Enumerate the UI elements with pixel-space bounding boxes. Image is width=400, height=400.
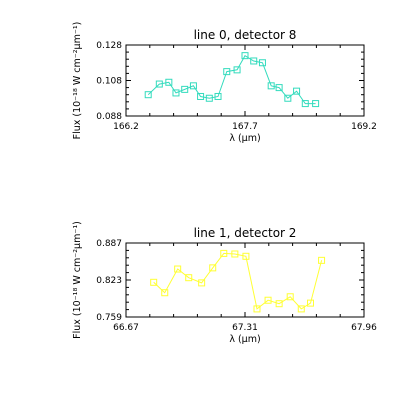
data-point-marker: [258, 59, 266, 67]
data-point-marker: [275, 84, 283, 92]
x-axis-label: λ (μm): [229, 334, 260, 345]
chart-line1-detector2: line 1, detector 2 66.67 67.31 67.96 0.759 0.…: [72, 221, 377, 345]
y-axis-label: Flux (10⁻¹⁸ W cm⁻²μm⁻¹): [72, 22, 83, 140]
chart-title: line 0, detector 8: [194, 28, 297, 42]
y-axis-label: Flux (10⁻¹⁸ W cm⁻²μm⁻¹): [72, 221, 83, 339]
series-line: [153, 252, 323, 310]
data-point-marker: [150, 278, 158, 286]
data-point-marker: [233, 66, 241, 74]
data-point-marker: [312, 100, 320, 108]
x-tick-label: 166.2: [113, 122, 139, 132]
data-point-marker: [241, 52, 249, 60]
data-point-marker: [205, 94, 213, 102]
data-point-marker: [181, 85, 189, 93]
data-point-marker: [284, 94, 292, 102]
data-point-marker: [306, 299, 314, 307]
y-tick-label: 0.887: [96, 239, 122, 249]
x-axis-label: λ (μm): [229, 133, 260, 144]
data-point-marker: [297, 305, 305, 313]
y-tick-label: 0.759: [96, 313, 122, 323]
y-tick-label: 0.128: [96, 41, 122, 51]
data-point-marker: [172, 89, 180, 97]
data-point-marker: [275, 300, 283, 308]
plot-frame: [125, 242, 365, 318]
x-tick-label: 169.2: [351, 122, 377, 132]
y-tick-label: 0.823: [96, 276, 122, 286]
chart-title: line 1, detector 2: [194, 226, 297, 240]
data-point-marker: [301, 100, 309, 108]
data-point-marker: [209, 264, 217, 272]
y-tick-label: 0.108: [96, 77, 122, 87]
data-point-marker: [161, 289, 169, 297]
data-point-marker: [242, 252, 250, 260]
x-tick-label: 66.67: [113, 323, 139, 333]
data-point-marker: [231, 250, 239, 258]
data-point-marker: [197, 92, 205, 100]
data-point-marker: [220, 249, 228, 257]
data-point-marker: [185, 274, 193, 282]
data-point-marker: [189, 82, 197, 90]
chart-line0-detector8: line 0, detector 8 166.2 167.7 169.2 0.088 0.…: [72, 22, 377, 144]
y-tick-label: 0.088: [96, 112, 122, 122]
data-point-marker: [155, 80, 163, 88]
data-point-marker: [214, 92, 222, 100]
series-line: [147, 55, 316, 105]
data-point-marker: [223, 68, 231, 76]
data-point-marker: [318, 256, 326, 264]
data-point-marker: [267, 82, 275, 90]
x-tick-label: 67.31: [232, 323, 258, 333]
data-point-marker: [198, 279, 206, 287]
x-tick-label: 167.7: [232, 122, 258, 132]
data-point-marker: [174, 265, 182, 273]
data-point-marker: [253, 305, 261, 313]
data-point-marker: [286, 293, 294, 301]
data-point-marker: [250, 57, 258, 65]
x-tick-label: 67.96: [351, 323, 377, 333]
data-point-marker: [144, 91, 152, 99]
data-point-marker: [165, 78, 173, 86]
data-point-marker: [264, 296, 272, 304]
data-point-marker: [293, 87, 301, 95]
